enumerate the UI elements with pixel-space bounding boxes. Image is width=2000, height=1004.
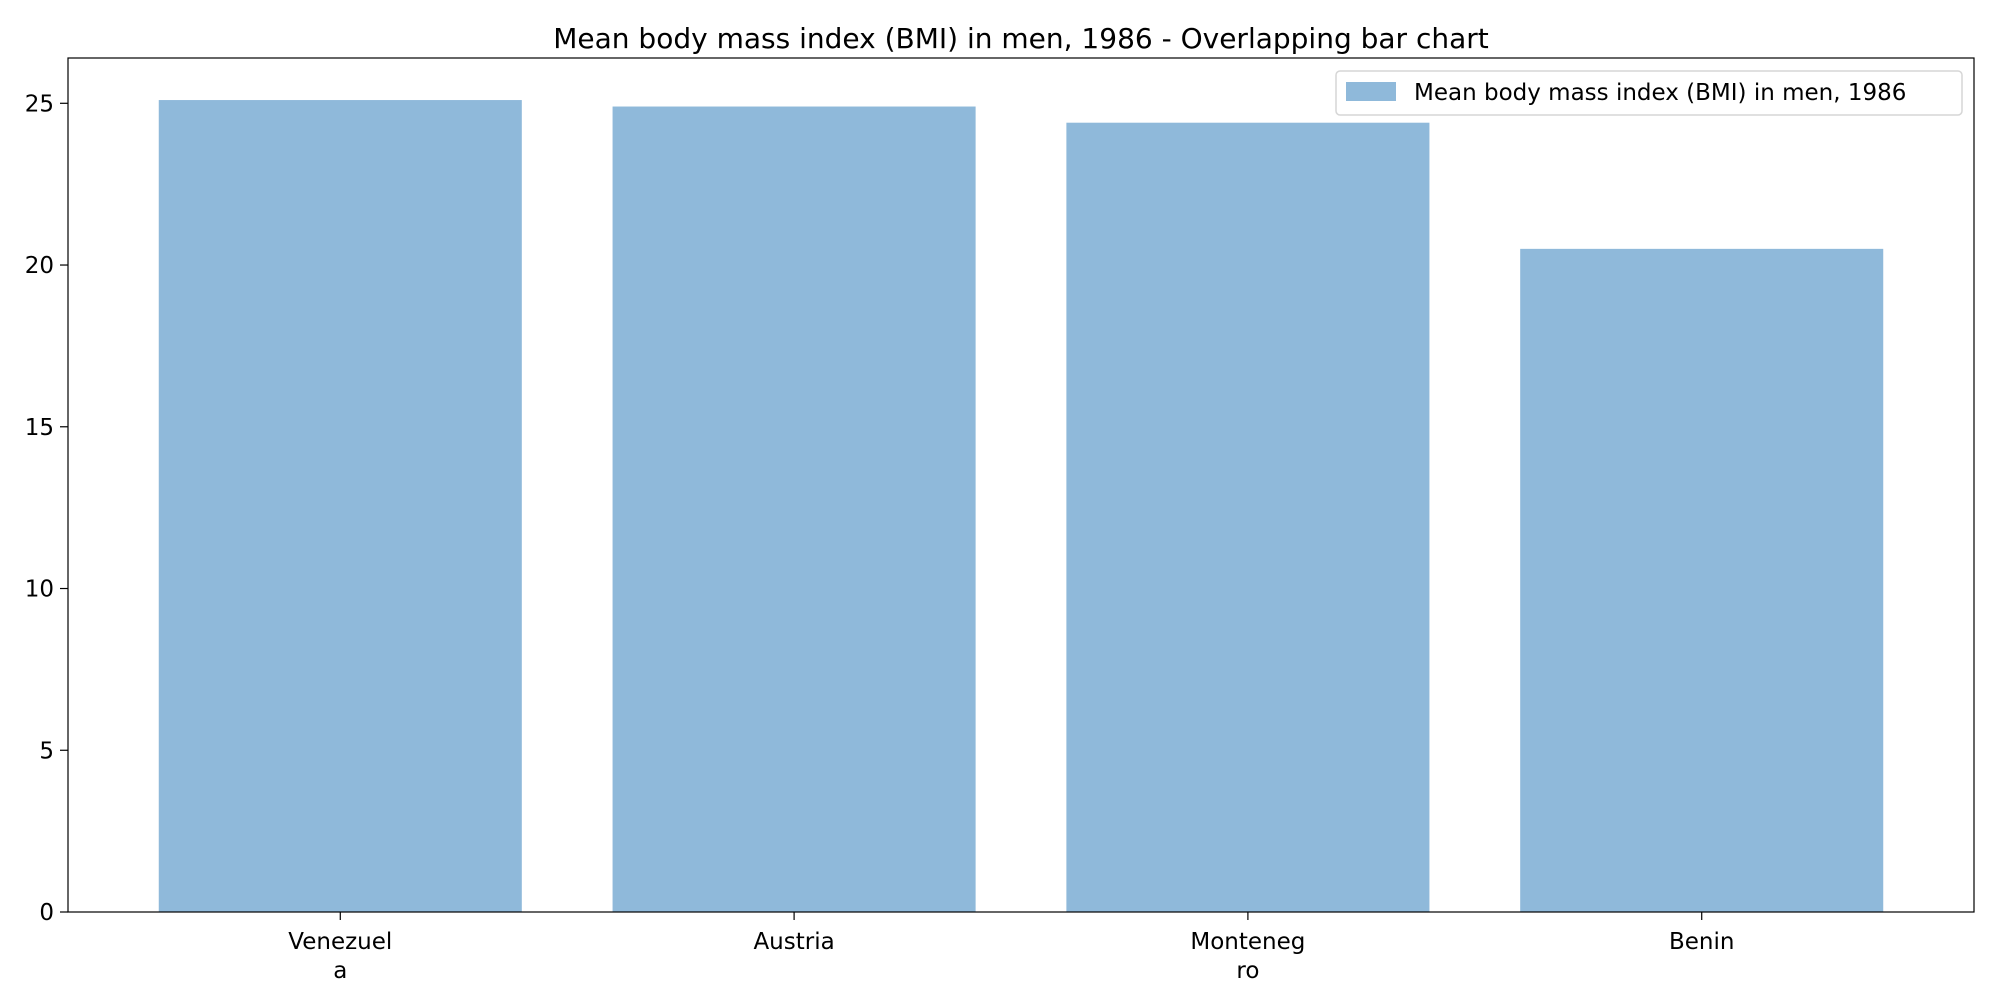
legend-label: Mean body mass index (BMI) in men, 1986 [1414, 80, 1906, 106]
x-tick-label: Monteneg ro [1190, 929, 1305, 984]
plot-frame [67, 57, 1975, 913]
bar [1066, 122, 1430, 913]
legend-frame [1335, 70, 1963, 116]
legend-swatch [1346, 82, 1396, 101]
bar [612, 106, 976, 913]
bars-layer [158, 100, 1884, 913]
bar [158, 100, 522, 912]
y-tick-label: 15 [25, 415, 54, 441]
y-tick-label: 20 [25, 253, 54, 279]
x-tick-label: Venezuel a [288, 929, 392, 984]
y-tick-label: 25 [25, 91, 54, 117]
y-axis: 0 5 10 15 20 25 [25, 91, 68, 926]
chart-title: Mean body mass index (BMI) in men, 1986 … [553, 22, 1489, 55]
legend: Mean body mass index (BMI) in men, 1986 [1335, 70, 1963, 116]
y-tick-label: 10 [25, 577, 54, 603]
bar [1520, 248, 1884, 912]
x-tick-label: Benin [1669, 929, 1734, 955]
x-tick-label: Austria [753, 929, 834, 955]
x-axis: Venezuel a Austria Monteneg ro Benin [288, 912, 1734, 984]
y-tick-label: 5 [39, 738, 54, 764]
y-tick-label: 0 [39, 900, 54, 926]
